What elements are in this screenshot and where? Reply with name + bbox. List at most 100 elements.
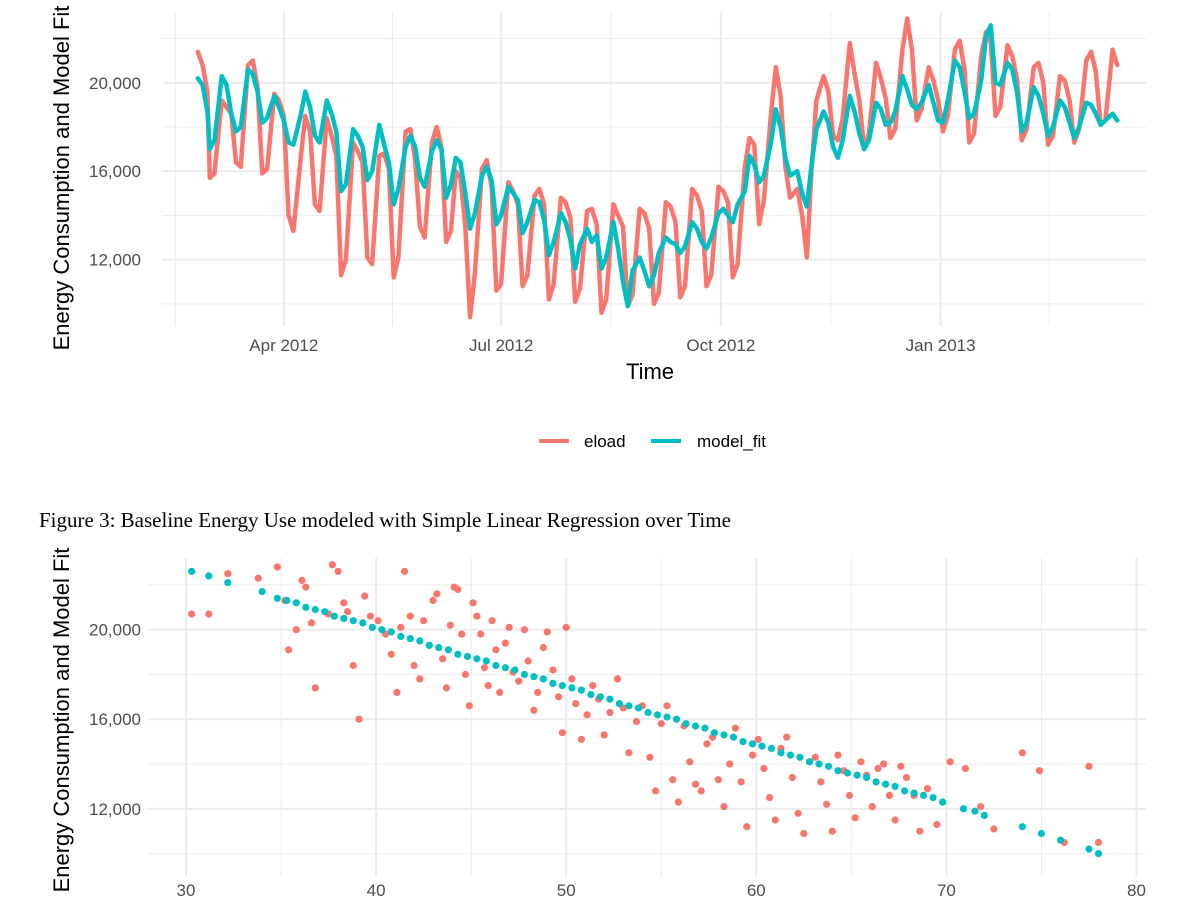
scatter-point-eload bbox=[851, 814, 859, 822]
scatter-point-model-fit bbox=[882, 780, 890, 788]
scatter-point-eload bbox=[328, 561, 336, 569]
scatter-point-eload bbox=[686, 758, 694, 766]
scatter-point-eload bbox=[845, 791, 854, 800]
y-tick-label: 16,000 bbox=[89, 710, 141, 729]
x-tick-label: 70 bbox=[937, 881, 956, 900]
scatter-point-eload bbox=[439, 655, 447, 663]
scatter-point-eload bbox=[933, 820, 941, 829]
y-tick-label: 12,000 bbox=[89, 251, 141, 270]
scatter-point-eload bbox=[401, 567, 409, 576]
scatter-chart-y-axis-title: Energy Consumption and Model Fit bbox=[49, 548, 74, 893]
legend-label-eload: eload bbox=[584, 432, 626, 451]
scatter-point-eload bbox=[393, 688, 401, 697]
x-tick-label: Apr 2012 bbox=[249, 336, 318, 355]
scatter-chart-y-tick-labels: 12,000 16,000 20,000 bbox=[89, 621, 141, 819]
scatter-point-eload bbox=[374, 617, 382, 625]
scatter-point-eload bbox=[874, 764, 882, 773]
scatter-point-model-fit bbox=[663, 713, 671, 721]
legend: eload model_fit bbox=[539, 432, 766, 451]
scatter-point-model-fit bbox=[454, 650, 462, 658]
scatter-chart-x-tick-labels: 30 40 50 60 70 80 bbox=[177, 881, 1146, 900]
scatter-point-model-fit bbox=[805, 758, 814, 766]
x-tick-label: Jan 2013 bbox=[906, 336, 976, 355]
line-chart-y-tick-labels: 12,000 16,000 20,000 bbox=[89, 74, 141, 270]
figure-caption: Figure 3: Baseline Energy Use modeled wi… bbox=[39, 508, 731, 532]
scatter-point-eload bbox=[794, 809, 802, 817]
scatter-point-model-fit bbox=[425, 641, 433, 649]
scatter-point-eload bbox=[515, 677, 523, 685]
scatter-point-model-fit bbox=[330, 612, 338, 620]
scatter-point-eload bbox=[555, 693, 563, 701]
scatter-point-model-fit bbox=[387, 628, 395, 636]
scatter-point-eload bbox=[720, 803, 728, 811]
scatter-point-model-fit bbox=[777, 749, 785, 757]
line-chart-series bbox=[195, 16, 1120, 320]
scatter-point-eload bbox=[539, 644, 548, 652]
scatter-point-eload bbox=[254, 574, 262, 582]
line-chart-gridlines bbox=[162, 12, 1146, 326]
scatter-point-eload bbox=[524, 657, 532, 665]
scatter-point-eload bbox=[349, 661, 357, 670]
scatter-point-model-fit bbox=[971, 807, 979, 815]
scatter-point-eload bbox=[530, 706, 538, 714]
scatter-point-eload bbox=[558, 729, 567, 737]
scatter-point-model-fit bbox=[891, 782, 899, 791]
scatter-point-model-fit bbox=[920, 791, 928, 800]
scatter-point-model-fit bbox=[729, 733, 738, 741]
scatter-point-eload bbox=[652, 787, 660, 795]
scatter-point-eload bbox=[613, 675, 622, 683]
x-tick-label: Oct 2012 bbox=[686, 336, 755, 355]
scatter-point-eload bbox=[961, 764, 970, 773]
scatter-point-eload bbox=[454, 585, 462, 594]
scatter-point-model-fit bbox=[1037, 829, 1045, 838]
scatter-point-eload bbox=[1085, 762, 1093, 770]
scatter-point-eload bbox=[691, 780, 700, 788]
scatter-point-eload bbox=[703, 740, 711, 748]
scatter-point-eload bbox=[800, 829, 808, 838]
scatter-point-model-fit bbox=[701, 724, 709, 732]
scatter-point-eload bbox=[1018, 749, 1026, 757]
x-tick-label: 50 bbox=[557, 881, 576, 900]
scatter-point-eload bbox=[446, 621, 454, 629]
scatter-point-model-fit bbox=[501, 664, 509, 672]
scatter-point-model-fit bbox=[224, 579, 232, 587]
scatter-point-eload bbox=[737, 778, 745, 786]
scatter-point-model-fit bbox=[786, 751, 795, 759]
scatter-point-model-fit bbox=[758, 742, 766, 750]
scatter-point-model-fit bbox=[349, 617, 357, 625]
scatter-point-model-fit bbox=[397, 632, 405, 641]
x-tick-label: 40 bbox=[367, 881, 386, 900]
scatter-point-eload bbox=[205, 610, 213, 618]
scatter-point-eload bbox=[465, 702, 473, 710]
scatter-point-eload bbox=[817, 778, 825, 786]
scatter-point-eload bbox=[663, 702, 671, 710]
scatter-point-eload bbox=[355, 715, 363, 723]
scatter-point-model-fit bbox=[416, 637, 424, 645]
scatter-point-model-fit bbox=[634, 704, 643, 712]
scatter-point-eload bbox=[433, 590, 441, 598]
scatter-point-eload bbox=[923, 785, 932, 793]
scatter-point-eload bbox=[743, 823, 751, 831]
scatter-point-eload bbox=[520, 626, 529, 634]
scatter-point-model-fit bbox=[283, 596, 291, 605]
scatter-point-model-fit bbox=[596, 693, 605, 701]
scatter-point-eload bbox=[480, 664, 489, 672]
scatter-point-eload bbox=[946, 758, 954, 766]
scatter-point-model-fit bbox=[815, 760, 823, 768]
scatter-point-eload bbox=[505, 623, 513, 632]
scatter-point-eload bbox=[572, 700, 580, 708]
scatter-point-eload bbox=[885, 791, 894, 800]
scatter-point-eload bbox=[496, 688, 504, 697]
scatter-point-eload bbox=[361, 592, 369, 600]
series-line-model-fit bbox=[195, 23, 1120, 309]
scatter-point-eload bbox=[473, 612, 481, 620]
scatter-point-model-fit bbox=[463, 652, 471, 661]
scatter-point-model-fit bbox=[1018, 823, 1026, 831]
scatter-point-eload bbox=[754, 735, 762, 744]
scatter-point-eload bbox=[406, 612, 414, 620]
scatter-point-eload bbox=[307, 619, 316, 627]
scatter-point-model-fit bbox=[321, 608, 329, 616]
scatter-point-model-fit bbox=[720, 731, 728, 739]
scatter-point-model-fit bbox=[739, 738, 747, 746]
scatter-point-eload bbox=[902, 773, 911, 782]
